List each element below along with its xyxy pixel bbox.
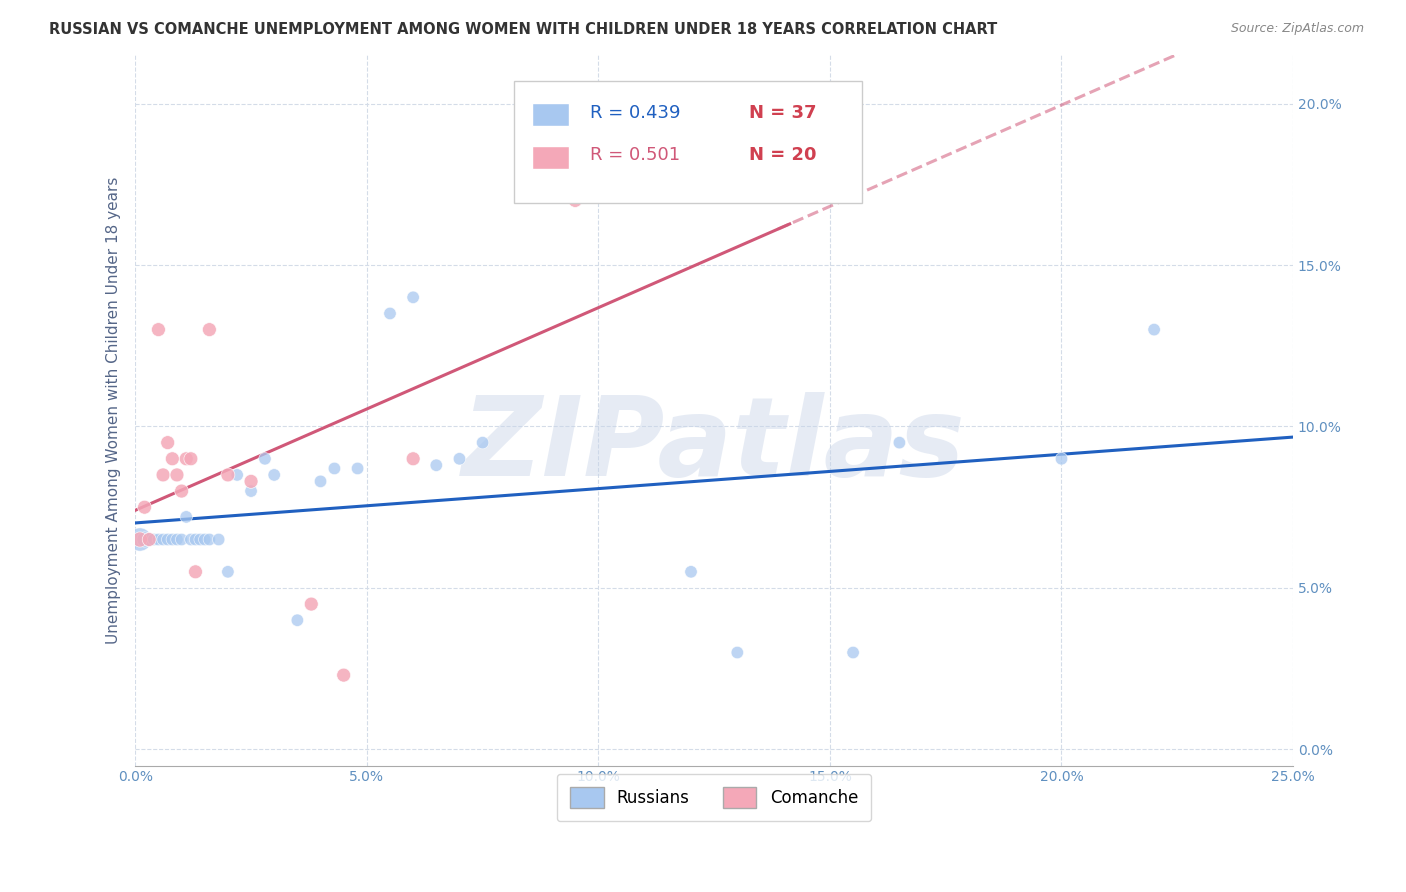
Point [425,458,447,473]
Point [148,323,170,337]
Point [180,451,202,466]
Point [162,533,184,547]
Point [184,565,207,579]
Point [174,451,197,466]
Point [174,509,197,524]
Point [889,435,911,450]
Point [842,646,865,660]
Y-axis label: Unemployment Among Women with Children Under 18 years: Unemployment Among Women with Children U… [107,177,121,644]
Point [166,467,188,482]
Point [208,533,231,547]
Text: Source: ZipAtlas.com: Source: ZipAtlas.com [1230,22,1364,36]
Point [198,323,221,337]
Point [129,533,152,547]
Point [309,475,332,489]
Point [378,306,401,320]
Text: R = 0.501: R = 0.501 [591,146,681,164]
Point [240,484,263,499]
Point [180,533,202,547]
Point [156,435,179,450]
Point [346,461,368,475]
Point [471,435,494,450]
Point [129,533,152,547]
Text: ZIPatlas: ZIPatlas [463,392,966,500]
Point [299,597,322,611]
FancyBboxPatch shape [533,103,569,126]
Point [263,467,285,482]
Point [184,533,207,547]
Text: N = 37: N = 37 [749,103,817,121]
Point [332,668,354,682]
Point [134,533,156,547]
Point [217,565,239,579]
Point [166,533,188,547]
Point [152,533,174,547]
Point [134,500,156,515]
Text: R = 0.439: R = 0.439 [591,103,681,121]
Point [564,194,586,208]
Point [170,533,193,547]
Point [198,533,221,547]
Point [679,565,702,579]
Point [138,533,160,547]
Point [772,161,794,176]
Point [148,533,170,547]
Point [217,467,239,482]
Legend: Russians, Comanche: Russians, Comanche [557,774,872,822]
Point [138,533,160,547]
Text: RUSSIAN VS COMANCHE UNEMPLOYMENT AMONG WOMEN WITH CHILDREN UNDER 18 YEARS CORREL: RUSSIAN VS COMANCHE UNEMPLOYMENT AMONG W… [49,22,997,37]
Point [170,484,193,499]
Point [152,467,174,482]
Point [285,613,308,627]
Point [240,475,263,489]
Point [1050,451,1073,466]
Point [402,290,425,304]
Point [449,451,471,466]
Point [156,533,179,547]
Point [188,533,211,547]
Text: N = 20: N = 20 [749,146,817,164]
Point [194,533,217,547]
FancyBboxPatch shape [533,146,569,169]
FancyBboxPatch shape [513,81,862,202]
Point [142,533,165,547]
Point [162,451,184,466]
Point [253,451,276,466]
Point [402,451,425,466]
Point [1143,323,1166,337]
Point [323,461,346,475]
Point [226,467,249,482]
Point [725,646,748,660]
